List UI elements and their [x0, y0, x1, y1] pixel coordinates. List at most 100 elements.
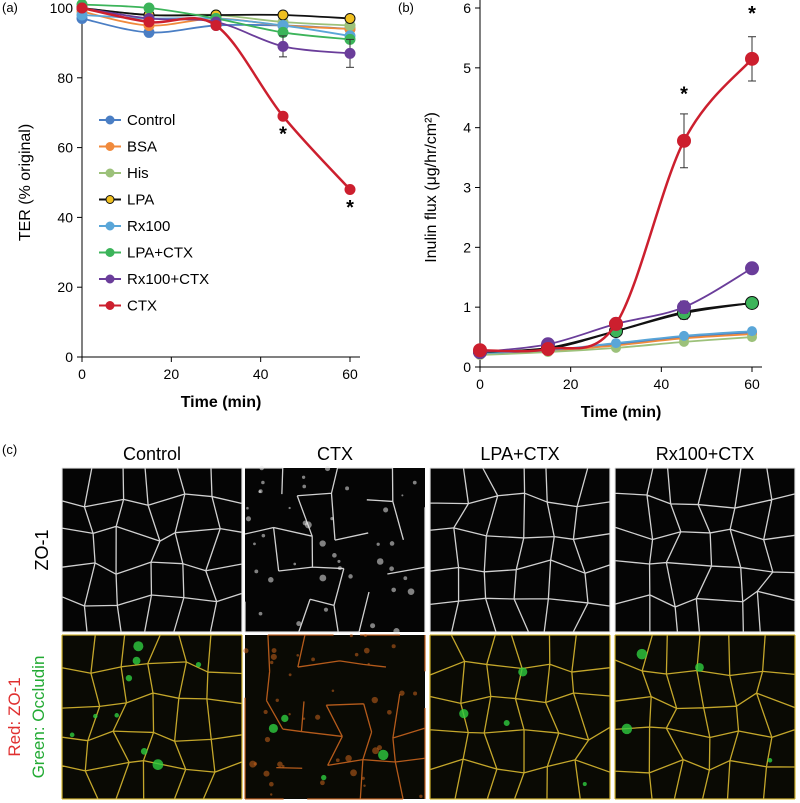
debris-speck [345, 755, 352, 762]
y-tick-label: 5 [463, 60, 471, 76]
debris-speck [302, 717, 306, 720]
occludin-spot [636, 648, 648, 660]
micrograph-merge-2 [429, 634, 611, 800]
data-point [677, 300, 691, 315]
legend-swatch-marker [105, 248, 115, 257]
debris-speck [383, 507, 389, 513]
x-tick-label: 40 [253, 366, 269, 382]
occludin-spot [114, 713, 119, 718]
data-point [277, 9, 289, 21]
row-label-red-zo1: Red: ZO-1 [5, 677, 24, 756]
x-tick-label: 20 [563, 376, 579, 392]
occludin-spot [582, 782, 587, 787]
occludin-spot [133, 641, 144, 652]
micrograph-zo1-3 [614, 467, 796, 633]
y-tick-label: 3 [463, 180, 471, 196]
debris-speck [245, 516, 252, 522]
debris-speck [361, 776, 365, 780]
micrograph-background [615, 468, 795, 632]
ter-chart: 0 20 40 60 80 100 0 20 40 60 Time (min) TER (% orig… [17, 0, 360, 411]
micrograph-panel: Control CTX LPA+CTX Rx100+CTX ZO-1 Red: ZO-1 G… [5, 444, 796, 800]
debris-speck [277, 761, 283, 768]
debris-speck [246, 506, 249, 510]
data-point [609, 316, 623, 331]
debris-speck [349, 633, 353, 638]
y-tick-label: 60 [57, 140, 73, 156]
occludin-spot [69, 732, 75, 738]
data-point [344, 47, 356, 59]
data-point [143, 2, 155, 14]
debris-speck [354, 652, 359, 657]
debris-speck [372, 747, 380, 755]
data-point [344, 183, 356, 195]
debris-speck [350, 769, 357, 777]
y-tick-label: 100 [50, 0, 74, 16]
debris-speck [370, 623, 376, 629]
debris-speck [263, 770, 270, 777]
x-axis-label: Time (min) [581, 404, 662, 421]
significance-marker: * [346, 197, 354, 219]
debris-speck [363, 784, 366, 787]
debris-speck [330, 517, 334, 521]
legend-swatch-marker [105, 115, 115, 125]
debris-speck [335, 758, 340, 763]
debris-speck [376, 558, 384, 565]
cell-borders [61, 634, 243, 800]
y-tick-label: 4 [463, 120, 471, 136]
debris-speck [253, 542, 256, 546]
debris-speck [281, 764, 285, 768]
debris-speck [389, 541, 395, 546]
debris-speck [264, 736, 271, 743]
legend-label: Rx100+CTX [127, 271, 209, 288]
micrograph-background [245, 635, 425, 799]
significance-marker: * [748, 3, 756, 25]
series-ctx [76, 2, 356, 195]
occludin-spot [767, 758, 773, 763]
y-tick-label: 40 [57, 209, 73, 225]
x-tick-label: 0 [476, 376, 484, 392]
debris-speck [391, 644, 396, 649]
y-tick-label: 2 [463, 239, 471, 255]
debris-speck [387, 709, 392, 715]
occludin-spot [93, 713, 98, 719]
data-point [541, 342, 555, 357]
debris-speck [263, 709, 268, 715]
debris-speck [315, 714, 321, 720]
occludin-spot [695, 662, 704, 672]
panel-label-a: (a) [2, 0, 18, 15]
occludin-spot [621, 723, 633, 735]
occludin-spot [378, 749, 389, 761]
x-tick-label: 60 [342, 366, 358, 382]
debris-speck [337, 559, 341, 563]
legend-label: CTX [127, 298, 157, 315]
debris-speck [345, 486, 350, 491]
occludin-spot [518, 667, 528, 677]
micrograph-background [62, 635, 242, 799]
debris-speck [249, 760, 257, 768]
occludin-spot [152, 759, 164, 770]
legend-label: BSA [127, 139, 157, 156]
legend-swatch-marker [105, 221, 115, 231]
occludin-spot [321, 774, 327, 781]
panel-label-c: (c) [2, 442, 18, 457]
debris-speck [270, 793, 273, 796]
y-tick-label: 20 [57, 279, 73, 295]
data-point [76, 2, 88, 14]
debris-speck [296, 653, 300, 657]
row-label-zo1: ZO-1 [32, 529, 52, 570]
series-ctx [473, 36, 759, 358]
cell-borders [61, 467, 243, 633]
column-header: LPA+CTX [480, 444, 559, 464]
micrograph-merge-3 [614, 634, 796, 800]
debris-speck [419, 794, 423, 798]
occludin-spot [125, 674, 133, 682]
legend-label: His [127, 165, 149, 182]
legend-swatch-marker [105, 195, 115, 204]
debris-speck [259, 465, 264, 471]
debris-speck [293, 562, 297, 566]
occludin-spot [281, 714, 289, 723]
occludin-spot [195, 662, 202, 668]
significance-marker: * [279, 124, 287, 146]
debris-speck [399, 690, 405, 696]
